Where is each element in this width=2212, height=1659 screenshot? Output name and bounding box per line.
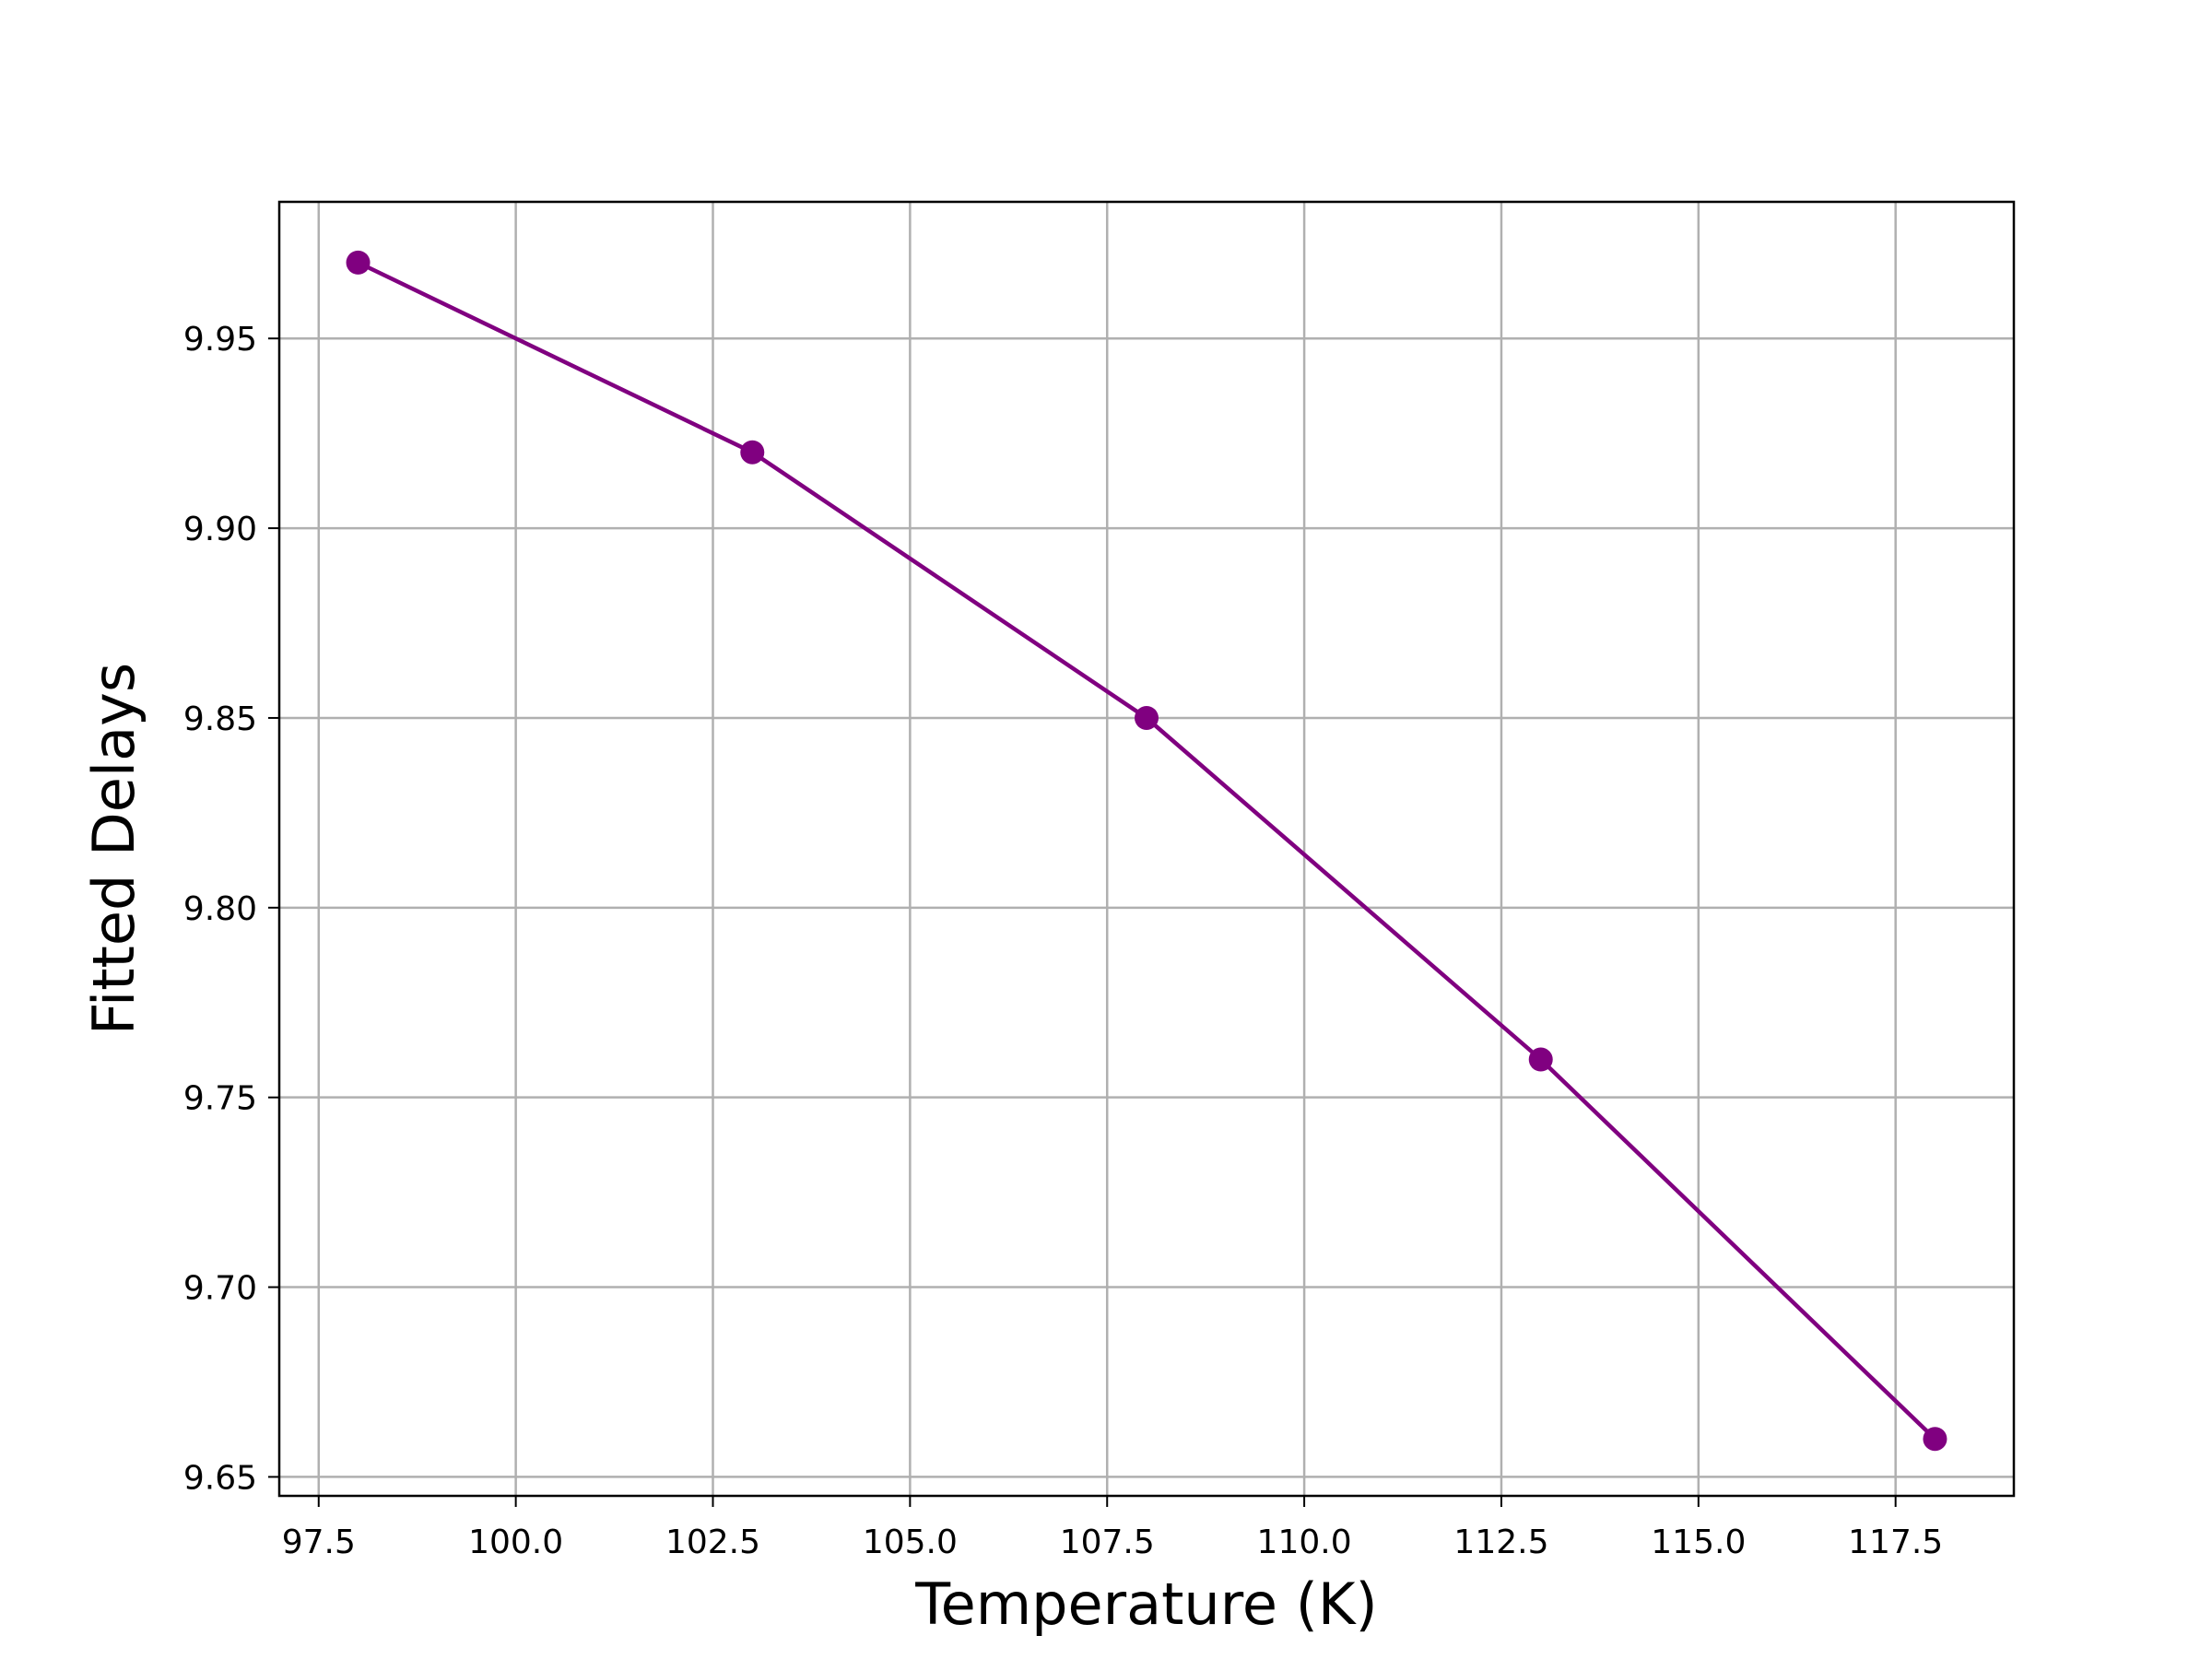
y-tick-label: 9.80 bbox=[183, 890, 257, 928]
plot-area-background bbox=[279, 202, 2014, 1496]
x-axis-label: Temperature (K) bbox=[914, 1571, 1377, 1638]
data-point bbox=[346, 250, 371, 275]
x-tick-label: 107.5 bbox=[1060, 1524, 1155, 1561]
x-tick-label: 115.0 bbox=[1651, 1524, 1746, 1561]
y-tick-label: 9.95 bbox=[183, 321, 257, 359]
x-tick-label: 100.0 bbox=[468, 1524, 563, 1561]
y-tick-label: 9.70 bbox=[183, 1270, 257, 1308]
x-tick-label: 102.5 bbox=[665, 1524, 760, 1561]
y-tick-label: 9.85 bbox=[183, 700, 257, 738]
y-tick-label: 9.90 bbox=[183, 511, 257, 548]
x-tick-label: 112.5 bbox=[1453, 1524, 1548, 1561]
x-tick-label: 110.0 bbox=[1257, 1524, 1352, 1561]
x-tick-label: 105.0 bbox=[863, 1524, 958, 1561]
marker-layer bbox=[346, 250, 1947, 1452]
data-point bbox=[1528, 1047, 1553, 1072]
data-point bbox=[740, 440, 765, 465]
y-tick-label: 9.65 bbox=[183, 1459, 257, 1497]
data-point bbox=[1923, 1427, 1947, 1452]
x-tick-label: 97.5 bbox=[282, 1524, 356, 1561]
tick-layer: 97.5 100.0 102.5 105.0 107.5 110.0 112.5 115.0 1… bbox=[183, 321, 1943, 1561]
y-tick-label: 9.75 bbox=[183, 1080, 257, 1118]
y-axis-label: Fitted Delays bbox=[80, 663, 147, 1035]
x-tick-label: 117.5 bbox=[1848, 1524, 1943, 1561]
plot-frame bbox=[277, 200, 2016, 1498]
data-point bbox=[1135, 705, 1159, 730]
